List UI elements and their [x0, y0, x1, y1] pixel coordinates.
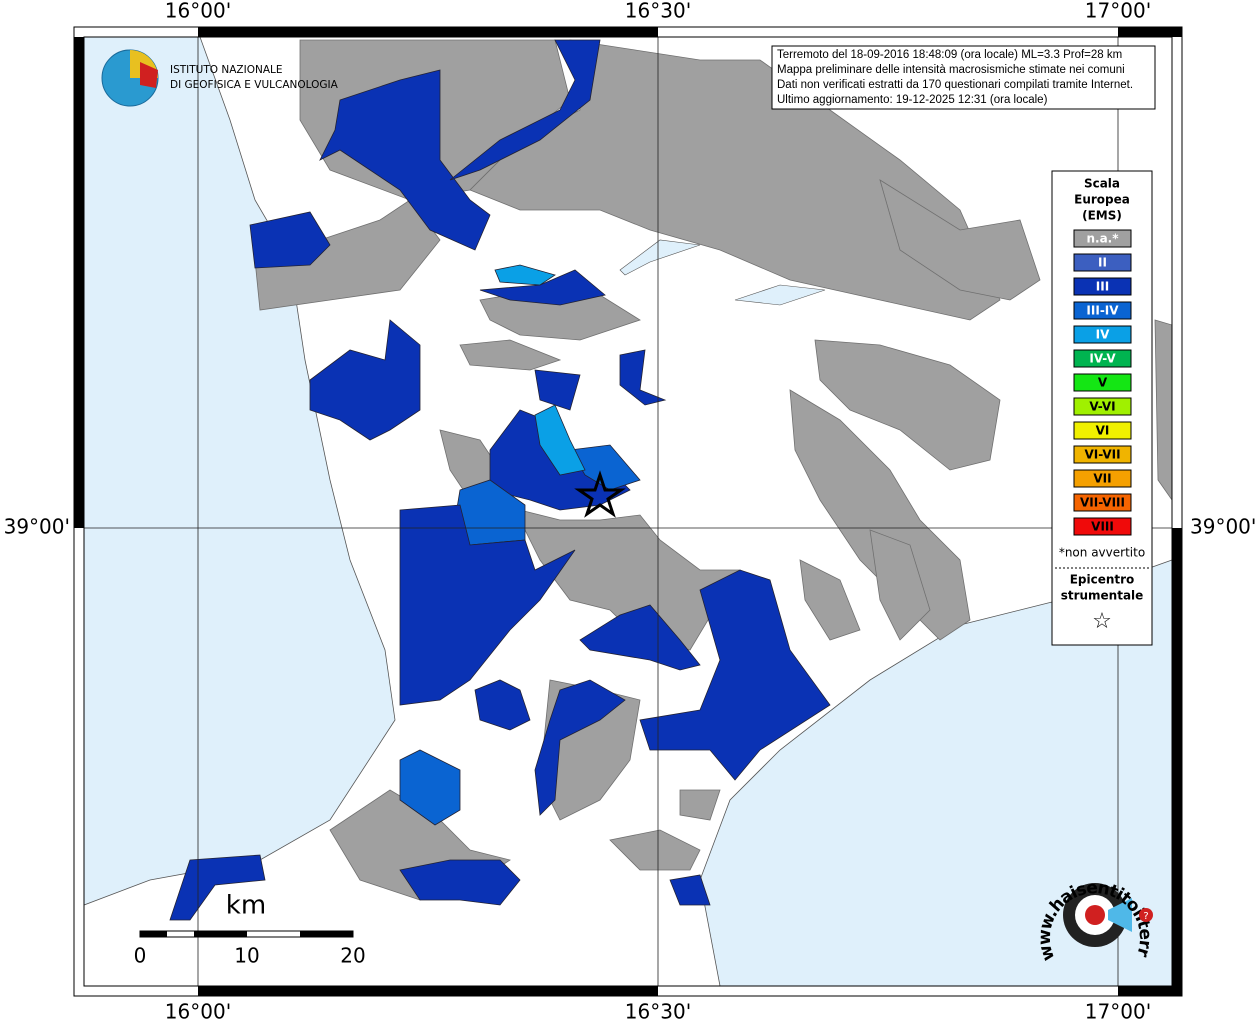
scale-bar: [139, 930, 354, 938]
legend-swatch: [1073, 421, 1132, 440]
scale-label: 20: [340, 944, 365, 968]
legend-label: II: [1098, 256, 1107, 270]
legend-swatch: [1073, 229, 1132, 248]
ingv-logo: [140, 62, 158, 88]
lat-label: 39°00': [4, 515, 70, 539]
epicenter-star: [574, 470, 626, 518]
legend-swatch: [1073, 397, 1132, 416]
legend-label: V-VI: [1089, 400, 1115, 414]
legend-label: III: [1096, 280, 1109, 294]
legend-title: Europea: [1074, 193, 1130, 207]
legend-label: VI: [1096, 424, 1110, 438]
legend-epicenter: strumentale: [1061, 589, 1144, 603]
legend-label: VII-VIII: [1080, 496, 1125, 510]
legend-label: IV: [1096, 328, 1110, 342]
lon-label: 16°30': [625, 0, 691, 23]
legend-swatch: [1073, 349, 1132, 368]
logo-text: ISTITUTO NAZIONALE: [170, 64, 283, 76]
legend-swatch: [1073, 445, 1132, 464]
lat-label: 39°00': [1190, 515, 1255, 539]
legend-swatch: [1073, 277, 1132, 296]
logo-text: DI GEOFISICA E VULCANOLOGIA: [170, 79, 339, 91]
scale-unit: km: [226, 891, 266, 921]
legend: ScalaEuropea(EMS)n.a.*IIIIIIII-IVIVIV-VV…: [1073, 177, 1132, 536]
site-logo: [1085, 905, 1105, 925]
legend-note: *non avvertito: [1059, 546, 1145, 560]
lon-label: 16°00': [165, 0, 231, 23]
legend-swatch: [1073, 493, 1132, 512]
legend-label: VI-VII: [1084, 448, 1120, 462]
lon-label: 17°00': [1085, 1000, 1151, 1024]
lon-label: 17°00': [1085, 0, 1151, 23]
legend-swatch: [1073, 325, 1132, 344]
site-mark: ?: [1143, 911, 1148, 922]
legend-label: IV-V: [1089, 352, 1116, 366]
scale-label: 0: [134, 944, 147, 968]
legend-swatch: [1073, 301, 1132, 320]
site-logo: [1139, 908, 1153, 922]
legend-swatch: [1073, 373, 1132, 392]
info-lines: Terremoto del 18-09-2016 18:48:09 (ora l…: [777, 49, 1133, 106]
legend-swatch: [1073, 517, 1132, 536]
municipalities: [169, 39, 1173, 921]
legend-title: Scala: [1084, 177, 1120, 191]
scale-label: 10: [234, 944, 259, 968]
legend-label: VII: [1093, 472, 1111, 486]
info-line: Dati non verificati estratti da 170 ques…: [777, 79, 1133, 91]
frame: [73, 26, 1183, 997]
legend-label: VIII: [1091, 520, 1114, 534]
legend-epicenter: Epicentro: [1070, 573, 1135, 587]
legend-star: ☆: [1092, 609, 1112, 634]
legend-label: V: [1098, 376, 1108, 390]
legend-label: n.a.*: [1086, 232, 1119, 246]
legend-swatch: [1073, 469, 1132, 488]
info-line: Terremoto del 18-09-2016 18:48:09 (ora l…: [777, 49, 1122, 61]
legend-swatch: [1073, 253, 1132, 272]
info-line: Mappa preliminare delle intensità macros…: [777, 64, 1125, 76]
lon-label: 16°30': [625, 1000, 691, 1024]
legend-title: (EMS): [1082, 209, 1122, 223]
site-logo: [1108, 898, 1132, 932]
info-line: Ultimo aggiornamento: 19-12-2025 12:31 (…: [777, 94, 1048, 106]
lon-label: 16°00': [165, 1000, 231, 1024]
info-box: [771, 45, 1156, 110]
legend-label: III-IV: [1086, 304, 1119, 318]
